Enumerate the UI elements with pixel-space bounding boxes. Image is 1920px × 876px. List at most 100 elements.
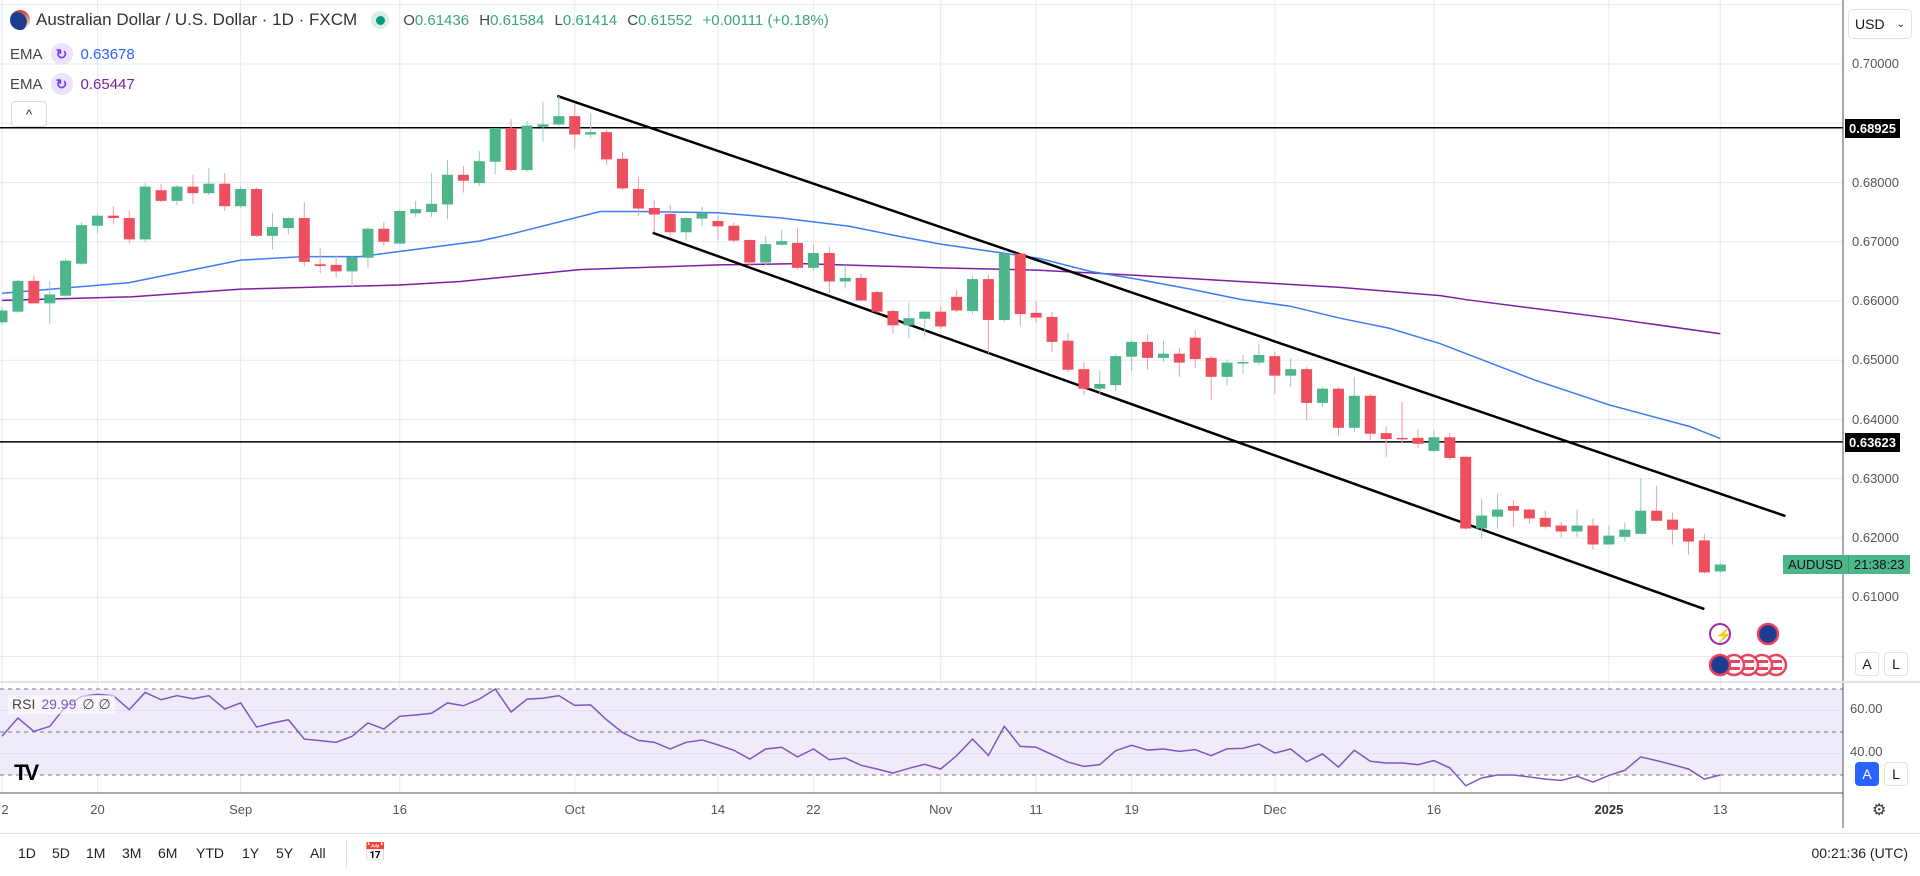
candle-down: [1651, 510, 1663, 521]
range-button-6m[interactable]: 6M: [158, 845, 178, 861]
us-flag-stripe: [1728, 667, 1740, 670]
ema-slow-line: [1, 262, 1721, 335]
ema-value: 0.63678: [80, 45, 135, 63]
ema-lines: [1, 210, 1721, 440]
range-button-5y[interactable]: 5Y: [276, 845, 294, 861]
price-axis-label: 0.67000: [1852, 233, 1899, 249]
candle-up: [903, 318, 915, 326]
candle-up: [171, 186, 183, 201]
candle-up: [585, 132, 597, 135]
rsi-name: RSI: [12, 696, 36, 712]
price-axis-label: 0.66000: [1852, 293, 1899, 308]
earnings-lightning-icon: [1709, 623, 1731, 645]
time-axis-label: 20: [90, 802, 105, 817]
candle-down: [1205, 357, 1217, 377]
range-button-1m[interactable]: 1M: [86, 845, 106, 861]
symbol-title[interactable]: Australian Dollar / U.S. Dollar · 1D · F…: [36, 10, 358, 29]
rsi-value: 29.99: [41, 696, 77, 712]
candle-down: [298, 218, 310, 262]
rsi-auto-scale-button[interactable]: A: [1855, 762, 1879, 786]
trend-channel-line: [652, 231, 1705, 611]
collapse-legend-button[interactable]: ^: [11, 101, 47, 127]
range-button-all[interactable]: All: [310, 845, 326, 861]
open-key: O: [403, 11, 415, 29]
candle-down: [664, 213, 676, 233]
candle-down: [1062, 340, 1074, 370]
price-axis-label: 0.70000: [1852, 56, 1899, 71]
divider: [346, 840, 347, 868]
drawn-lines[interactable]: [0, 94, 1843, 611]
candle-down: [712, 221, 724, 227]
chevron-down-icon: ⌄: [1896, 18, 1905, 30]
candle-down: [1667, 519, 1679, 530]
rsi-line: [1, 687, 1721, 787]
rsi-axis-label: 40.00: [1850, 744, 1883, 759]
pane-borders: [0, 0, 1920, 828]
range-button-ytd[interactable]: YTD: [196, 845, 224, 861]
price-axis-label: 0.64000: [1852, 411, 1899, 427]
ema-legend-fast[interactable]: EMA ↻ 0.63678: [10, 42, 135, 66]
price-axis-label: 0.65000: [1852, 352, 1899, 368]
range-button-5d[interactable]: 5D: [52, 845, 70, 861]
candle-up: [489, 127, 501, 162]
us-flag-stripe: [1770, 660, 1782, 663]
time-axis-label: 2025: [1594, 802, 1624, 817]
grid: [0, 0, 1843, 793]
candle-up: [346, 257, 358, 272]
candle-down: [792, 242, 803, 268]
candle-up: [139, 186, 151, 240]
candle-up: [967, 279, 979, 312]
candle-up: [1126, 341, 1138, 357]
candle-down: [1269, 356, 1281, 376]
candle-up: [553, 116, 565, 125]
candle-down: [1173, 353, 1185, 363]
high-value: 0.61584: [490, 11, 545, 29]
bottom-toolbar: 1D 5D 1M 3M 6M YTD 1Y 5Y All 📅 00:21:36 (UTC): [0, 833, 1920, 876]
bar-countdown: 21:38:23: [1847, 555, 1910, 574]
candle-up: [1157, 353, 1169, 358]
rsi-na-value: ∅: [82, 696, 95, 712]
loading-refresh-icon: ↻: [50, 43, 73, 65]
candle-up: [203, 183, 215, 194]
range-button-1d[interactable]: 1D: [18, 845, 36, 861]
range-button-3m[interactable]: 3M: [122, 845, 142, 861]
economic-events[interactable]: ⚡: [1708, 622, 1788, 677]
candle-down: [982, 279, 994, 320]
calendar-goto-date-icon[interactable]: 📅: [364, 842, 387, 862]
candle-down: [107, 215, 119, 219]
currency-select[interactable]: USD ⌄: [1848, 9, 1912, 39]
tradingview-logo[interactable]: TV: [14, 760, 39, 785]
candle-down: [28, 280, 40, 304]
time-axis-label: 11: [1029, 802, 1043, 817]
close-value: 0.61552: [638, 11, 693, 29]
us-flag-stripe: [1742, 660, 1754, 663]
candle-up: [235, 189, 247, 207]
candle-down: [951, 296, 963, 311]
candle-up: [1110, 356, 1122, 386]
rsi-log-scale-button[interactable]: L: [1884, 762, 1908, 786]
low-value: 0.61414: [562, 11, 618, 29]
candle-down: [1301, 369, 1313, 403]
log-scale-button[interactable]: L: [1884, 652, 1908, 676]
market-open-dot-icon: [371, 11, 390, 29]
candles: [0, 95, 1726, 574]
candle-up: [44, 294, 56, 304]
rsi-legend[interactable]: RSI 29.99 ∅ ∅: [8, 695, 115, 714]
candle-up: [1619, 529, 1631, 537]
settings-gear-icon[interactable]: ⚙: [1872, 802, 1887, 819]
candle-down: [1046, 316, 1058, 342]
candle-up: [76, 225, 88, 264]
candle-down: [1507, 506, 1519, 511]
range-button-1y[interactable]: 1Y: [242, 845, 260, 861]
ema-legend-slow[interactable]: EMA ↻ 0.65447: [10, 72, 135, 96]
candle-up: [919, 311, 931, 319]
clock-timezone[interactable]: 00:21:36 (UTC): [1811, 845, 1908, 861]
candle-up: [760, 244, 772, 263]
candle-down: [187, 186, 199, 194]
candle-down: [251, 189, 263, 236]
candle-up: [1603, 535, 1615, 545]
candle-up: [0, 310, 8, 323]
time-axis-label: 16: [392, 802, 407, 817]
auto-scale-button[interactable]: A: [1855, 652, 1879, 676]
